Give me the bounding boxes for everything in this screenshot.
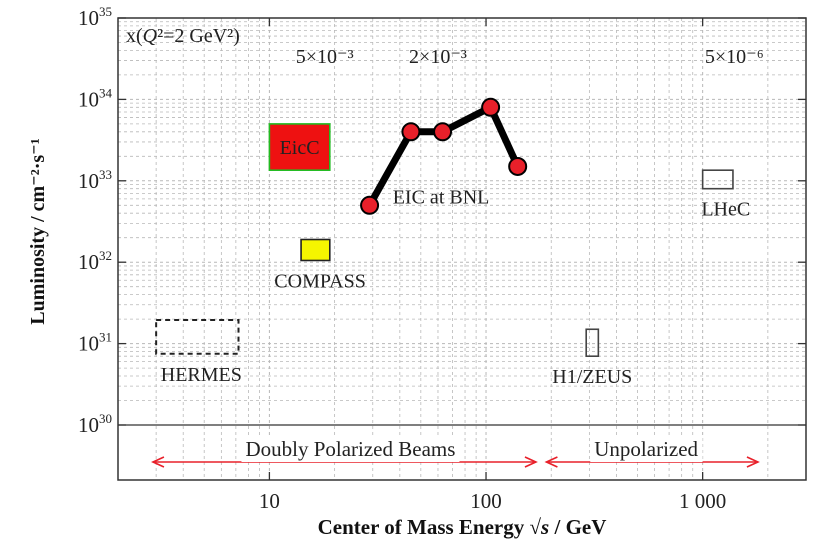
polarization-band: Doubly Polarized Beams Unpolarized [151,436,760,468]
eicc-label: EicC [280,137,320,159]
arrow-head-right [746,456,760,468]
h1-zeus-label: H1/ZEUS [552,366,632,388]
eic-series: EIC at BNL [360,97,528,215]
x-tick-labels: 10 100 1 000 [259,489,726,513]
y-tick-label: 1035 [78,4,112,30]
lhec-label: LHeC [701,199,750,221]
grid-lines [117,18,807,480]
hermes-region [155,318,240,355]
eic-data-point [360,195,380,215]
x-q2-annotation: x(Q²=2 GeV²) [126,25,240,47]
label-backdrop [241,436,460,462]
x-tick-label: 1 000 [679,489,726,513]
arrow-head-left [151,456,165,468]
doubly-polarized-label: Doubly Polarized Beams [245,437,455,461]
x-value-label: 2×10⁻³ [409,46,467,68]
compass-label: COMPASS [274,270,366,292]
eic-data-point [508,156,528,176]
eic-data-point [433,122,453,142]
x-axis-title: Center of Mass Energy √s / GeV [318,515,607,539]
y-tick-label: 1033 [78,167,112,193]
x-value-label: 5×10⁻⁶ [705,46,764,68]
x-tick-label: 100 [470,489,502,513]
x-value-label: 5×10⁻³ [296,46,354,68]
x-tick-label: 10 [259,489,280,513]
facility-regions: EicC COMPASS HERMES H1/ZEUS LHeC [155,123,750,388]
y-tick-labels: 1030 1031 1032 1033 1034 1035 [78,4,113,437]
hermes-label: HERMES [161,364,242,386]
plot-frame [117,17,807,481]
lhec-region [701,169,734,190]
h1-zeus-region [585,328,600,358]
unpolarized-label: Unpolarized [594,437,698,461]
compass-region [300,238,331,262]
y-tick-label: 1034 [78,85,113,111]
x-value-labels: 5×10⁻³ 2×10⁻³ 5×10⁻⁶ [296,46,764,68]
y-tick-label: 1032 [78,248,112,274]
eic-data-point [481,97,501,117]
y-tick-label: 1031 [78,330,112,356]
eic-data-point [401,122,421,142]
y-axis-title: Luminosity / cm⁻²·s⁻¹ [27,138,49,324]
y-tick-label: 1030 [78,411,112,437]
arrow-head-left [544,456,558,468]
arrow-head-right [524,456,538,468]
eicc-region [268,123,331,171]
axes [117,17,807,481]
label-backdrop [590,436,703,462]
eic-bnl-label: EIC at BNL [393,187,490,209]
